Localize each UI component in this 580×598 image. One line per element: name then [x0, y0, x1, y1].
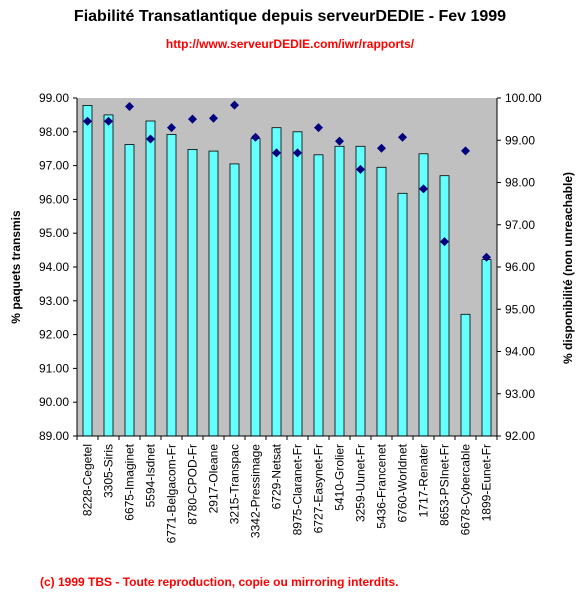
bar: [313, 154, 324, 437]
availability-marker: [356, 164, 365, 174]
availability-marker: [230, 100, 239, 110]
chart-subtitle-url[interactable]: http://www.serveurDEDIE.com/iwr/rapports…: [165, 37, 415, 51]
availability-marker: [314, 123, 323, 133]
x-category-label: 3215-Transpac: [228, 444, 242, 524]
availability-marker: [167, 123, 176, 133]
bar: [460, 313, 471, 437]
y-left-tick-label: 98.00: [39, 125, 69, 139]
x-category-label: 6729-Netsat: [270, 443, 284, 509]
availability-marker: [188, 114, 197, 124]
availability-marker: [440, 237, 449, 247]
bar: [271, 127, 282, 437]
y-right-tick-label: 97.00: [505, 218, 535, 232]
availability-marker: [146, 134, 155, 144]
bar: [376, 166, 387, 437]
y-left-tick-label: 99.00: [39, 91, 69, 105]
availability-marker: [272, 148, 281, 158]
bar: [145, 120, 156, 437]
availability-marker: [125, 101, 134, 111]
x-category-label: 6675-Imaginet: [123, 443, 137, 520]
x-category-label: 8780-CPOD-Fr: [186, 444, 200, 525]
y-right-tick-label: 100.00: [505, 91, 542, 105]
x-category-label: 1717-Renater: [417, 444, 431, 517]
y-left-tick-label: 90.00: [39, 395, 69, 409]
bar: [229, 163, 240, 437]
footer-copyright: (c) 1999 TBS - Toute reproduction, copie…: [40, 575, 399, 589]
availability-marker: [461, 146, 470, 156]
bar: [208, 150, 219, 437]
bar: [397, 192, 408, 437]
availability-marker: [482, 252, 491, 262]
bar: [439, 175, 450, 437]
y-left-tick-label: 95.00: [39, 226, 69, 240]
bar: [292, 131, 303, 437]
y-left-tick-label: 91.00: [39, 361, 69, 375]
bars-layer: [82, 105, 492, 437]
plot-area: [77, 98, 497, 436]
availability-marker: [377, 143, 386, 153]
x-category-label: 8228-Cegetel: [81, 444, 95, 516]
bar: [418, 153, 429, 437]
availability-marker: [419, 184, 428, 194]
y-right-tick-label: 94.00: [505, 345, 535, 359]
availability-marker: [251, 132, 260, 142]
bar: [481, 259, 492, 437]
bar: [187, 148, 198, 437]
bar: [334, 145, 345, 437]
x-category-label: 3342-Pressimage: [249, 444, 263, 538]
x-category-label: 3259-Uunet-Fr: [354, 444, 368, 522]
x-category-label: 5594-Isdnet: [144, 443, 158, 507]
x-category-label: 5410-Grolier: [333, 444, 347, 511]
availability-marker: [209, 113, 218, 123]
y-left-tick-label: 92.00: [39, 328, 69, 342]
availability-marker: [104, 116, 113, 126]
bar: [82, 105, 93, 437]
bar: [250, 138, 261, 437]
bar: [124, 144, 135, 437]
y-right-tick-label: 99.00: [505, 133, 535, 147]
y-left-tick-label: 93.00: [39, 294, 69, 308]
x-category-label: 5436-Francenet: [375, 443, 389, 528]
chart-title: Fiabilité Transatlantique depuis serveur…: [73, 8, 507, 25]
y-right-tick-label: 98.00: [505, 176, 535, 190]
x-category-label: 8975-Claranet-Fr: [291, 444, 305, 535]
bar: [166, 134, 177, 437]
y-left-tick-label: 97.00: [39, 159, 69, 173]
y-left-tick-label: 96.00: [39, 192, 69, 206]
x-category-label: 6678-Cybercable: [459, 444, 473, 536]
y-right-tick-label: 92.00: [505, 429, 535, 443]
availability-marker: [335, 136, 344, 146]
availability-marker: [293, 148, 302, 158]
x-category-label: 6727-Easynet-Fr: [312, 444, 326, 533]
x-category-label: 3305-Siris: [102, 444, 116, 498]
availability-marker: [398, 132, 407, 142]
y-left-tick-label: 89.00: [39, 429, 69, 443]
x-labels-layer: 8228-Cegetel 3305-Siris 6675-Imaginet 5594-…: [81, 443, 494, 543]
y-axis-right-title: % disponibilité (non unreachable): [561, 172, 575, 364]
y-axis-left-title: % paquets transmis: [9, 210, 23, 324]
ticks-layer: 99.00 98.00 97.00 96.00 95.00 94.00 93.00 92.00…: [39, 91, 542, 443]
x-category-label: 1899-Eunet-Fr: [480, 444, 494, 521]
y-right-tick-label: 95.00: [505, 302, 535, 316]
y-right-tick-label: 96.00: [505, 260, 535, 274]
x-category-label: 2917-Oleane: [207, 444, 221, 514]
x-category-label: 6760-Worldnet: [396, 443, 410, 522]
y-right-tick-label: 93.00: [505, 387, 535, 401]
x-category-label: 6771-Belgacom-Fr: [165, 444, 179, 543]
markers-layer: [83, 100, 491, 262]
bar: [103, 114, 114, 437]
x-category-label: 8653-PSInet-Fr: [438, 444, 452, 526]
y-left-tick-label: 94.00: [39, 260, 69, 274]
availability-marker: [83, 116, 92, 126]
bar: [355, 145, 366, 437]
